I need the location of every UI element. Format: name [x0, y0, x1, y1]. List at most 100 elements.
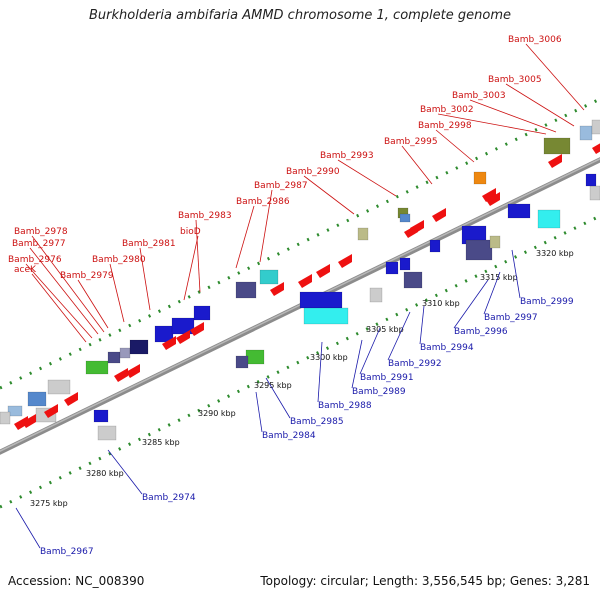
reverse-label-leader — [511, 249, 521, 299]
gene-label-forward: Bamb_2987 — [254, 181, 308, 191]
gene-feature-block — [129, 339, 149, 355]
scale-tick-label: 3275 kbp — [30, 499, 68, 508]
gene-features — [0, 119, 600, 441]
gene-feature-block — [585, 173, 597, 187]
reverse-label-leader — [255, 391, 263, 433]
forward-label-leader — [337, 159, 397, 197]
reverse-label-leader — [359, 327, 381, 375]
reverse-label-leader — [419, 305, 425, 345]
gene-feature-block — [579, 125, 593, 141]
gene-label-forward: Bamb_3002 — [420, 105, 474, 115]
scale-tick-label: 3290 kbp — [198, 409, 236, 418]
forward-label-leader — [469, 99, 557, 133]
reverse-gene-labels: Bamb_2967 Bamb_2974 Bamb_2984 Bamb_2985 Bamb… — [15, 249, 574, 557]
gene-label-forward: Bamb_2986 — [236, 197, 290, 207]
dotted-guide-lower — [0, 214, 600, 509]
reverse-label-leader — [107, 449, 143, 495]
forward-label-leader — [31, 235, 105, 333]
gene-feature-block — [465, 239, 493, 261]
gene-arrow-forward — [410, 220, 424, 234]
gene-label-forward: Bamb_2995 — [384, 137, 438, 147]
gene-arrow-forward — [190, 322, 204, 336]
gene-feature-block — [93, 409, 109, 423]
gene-feature-block — [193, 305, 211, 321]
gene-label-reverse: Bamb_2988 — [318, 401, 372, 411]
gene-arrow-forward — [114, 368, 128, 382]
forward-label-leader — [29, 247, 99, 335]
gene-feature-block — [489, 235, 501, 249]
reverse-label-leader — [351, 339, 363, 389]
scale-ticks: 3275 kbp 3280 kbp 3285 kbp 3290 kbp 3295 kbp… — [30, 249, 574, 508]
forward-label-leader — [183, 235, 199, 301]
forward-gene-labels: Bamb_3006 Bamb_3005 Bamb_3003 Bamb_3002 Bamb… — [8, 35, 585, 343]
gene-label-forward: Bamb_2976 — [8, 255, 62, 265]
gene-label-forward: Bamb_2993 — [320, 151, 374, 161]
dotted-guides — [0, 97, 600, 509]
gene-label-reverse: Bamb_2999 — [520, 297, 574, 307]
gene-feature-block — [27, 391, 47, 407]
gene-label-forward: Bamb_3006 — [508, 35, 562, 45]
gene-label-reverse: Bamb_2994 — [420, 343, 474, 353]
gene-arrow-forward — [162, 336, 176, 350]
gene-label-forward: aceK — [14, 265, 37, 275]
gene-feature-block — [403, 271, 423, 289]
gene-feature-block — [47, 379, 71, 395]
gene-feature-block — [235, 281, 257, 299]
gene-label-reverse: Bamb_2974 — [142, 493, 196, 503]
gene-feature-block — [0, 411, 11, 425]
gene-feature-block — [473, 171, 487, 185]
gene-label-reverse: Bamb_2984 — [262, 431, 316, 441]
gene-feature-block — [259, 269, 279, 285]
gene-feature-block — [303, 307, 349, 325]
scale-tick-label: 3315 kbp — [480, 273, 518, 282]
gene-label-reverse: Bamb_2991 — [360, 373, 414, 383]
gene-arrow-forward — [432, 208, 446, 222]
gene-feature-block — [171, 317, 195, 335]
gene-feature-block — [537, 209, 561, 229]
gene-arrow-forward — [482, 188, 496, 202]
gene-feature-block — [591, 119, 600, 135]
gene-feature-block — [399, 257, 411, 271]
gene-feature-block — [429, 239, 441, 253]
scale-tick-label: 3305 kbp — [366, 325, 404, 334]
reverse-label-leader — [453, 279, 489, 329]
gene-arrow-forward — [548, 154, 562, 168]
reverse-label-leader — [317, 341, 323, 403]
gene-feature-block — [97, 425, 117, 441]
scale-tick-label: 3295 kbp — [254, 381, 292, 390]
accession-text: Accession: NC_008390 — [8, 574, 145, 588]
scale-tick-label: 3320 kbp — [536, 249, 574, 258]
gene-label-forward: Bamb_3003 — [452, 91, 506, 101]
gene-label-forward: Bamb_2979 — [60, 271, 114, 281]
gene-label-forward: Bamb_2981 — [122, 239, 176, 249]
forward-label-leader — [437, 113, 547, 135]
gene-feature-block — [107, 351, 121, 364]
gene-label-reverse: Bamb_2992 — [388, 359, 442, 369]
gene-label-forward: Bamb_3005 — [488, 75, 542, 85]
scale-tick-label: 3280 kbp — [86, 469, 124, 478]
gene-feature-block — [369, 287, 383, 303]
gene-feature-block — [235, 355, 249, 369]
gene-feature-block — [543, 137, 571, 155]
reverse-label-leader — [15, 507, 41, 549]
map-title: Burkholderia ambifaria AMMD chromosome 1… — [88, 8, 512, 23]
scale-tick-label: 3285 kbp — [142, 438, 180, 447]
gene-label-reverse: Bamb_2985 — [290, 417, 344, 427]
gene-feature-block — [7, 405, 23, 417]
gene-arrow-forward — [126, 364, 140, 378]
forward-label-leader — [401, 145, 433, 185]
gene-label-forward: Bamb_2990 — [286, 167, 340, 177]
forward-label-leader — [259, 189, 273, 263]
gene-feature-block — [85, 360, 109, 375]
forward-label-leader — [525, 43, 585, 111]
gene-label-forward: bioD — [180, 227, 201, 237]
gene-feature-block — [385, 261, 399, 275]
gene-arrow-forward — [486, 192, 500, 206]
gene-arrow-forward — [14, 416, 28, 430]
gene-arrow-forward — [316, 264, 330, 278]
dotted-guide-upper — [0, 97, 600, 390]
gene-feature-block — [299, 291, 343, 309]
forward-label-leader — [25, 263, 93, 339]
forward-label-leader — [303, 175, 355, 215]
